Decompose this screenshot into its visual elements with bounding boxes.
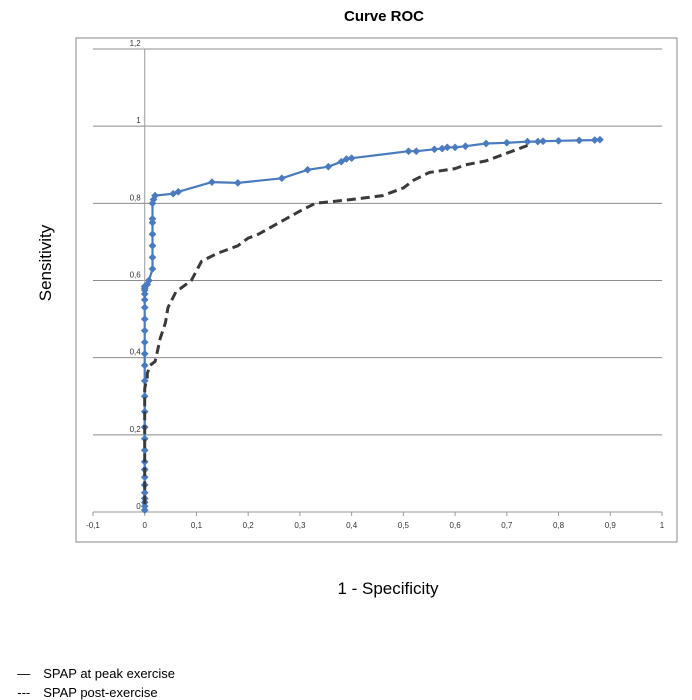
data-point-peak-39 [208, 178, 216, 187]
x-tick-label-4: 0,3 [294, 521, 306, 530]
data-point-peak-54 [482, 139, 491, 148]
x-tick-label-11: 1 [660, 521, 665, 530]
x-tick-label-0: -0,1 [86, 521, 100, 530]
series-layer [140, 135, 604, 515]
y-tick-label-4: 0,8 [130, 193, 142, 202]
data-point-peak-30 [148, 241, 157, 250]
y-tick-label-0: 0 [136, 502, 141, 511]
legend-label-post: SPAP post-exercise [43, 685, 158, 700]
data-point-peak-29 [148, 253, 157, 262]
data-point-peak-53 [461, 142, 470, 151]
x-tick-label-8: 0,7 [501, 521, 513, 530]
x-tick-label-9: 0,8 [553, 521, 565, 530]
tick-labels: -0,1 0 0,1 0,2 0,3 0,4 0,5 0,6 0,7 0,8 0,9 1 0 0,2 0,4… [86, 39, 665, 530]
data-point-peak-38 [174, 187, 183, 196]
y-tick-label-6: 1,2 [130, 39, 142, 48]
data-point-peak-21 [140, 295, 149, 304]
data-point-peak-33 [148, 214, 157, 223]
data-point-peak-17 [140, 338, 149, 347]
data-point-peak-46 [347, 154, 356, 163]
x-tick-label-2: 0,1 [191, 521, 203, 530]
chart-title: Curve ROC [344, 8, 424, 25]
data-point-peak-31 [148, 230, 157, 239]
data-point-peak-15 [140, 361, 149, 370]
data-point-peak-49 [430, 145, 439, 154]
y-tick-label-3: 0,6 [130, 271, 142, 280]
data-point-peak-41 [277, 174, 286, 183]
data-point-peak-43 [324, 162, 333, 171]
x-tick-label-5: 0,4 [346, 521, 358, 530]
data-point-peak-62 [595, 135, 604, 144]
data-point-peak-52 [451, 143, 460, 152]
legend-solid-line-symbol: — [17, 666, 31, 681]
legend-dashed-line-symbol: --- [17, 685, 31, 700]
x-tick-label-10: 0,9 [605, 521, 617, 530]
data-point-peak-20 [140, 303, 149, 312]
y-tick-label-2: 0,4 [130, 348, 142, 357]
y-tick-label-1: 0,2 [130, 425, 142, 434]
legend-label-peak: SPAP at peak exercise [43, 666, 175, 681]
legend-item-post: --- SPAP post-exercise [10, 670, 158, 700]
data-point-peak-18 [140, 326, 149, 335]
data-point-peak-55 [502, 138, 511, 147]
data-point-peak-19 [140, 315, 149, 324]
data-point-peak-40 [233, 178, 242, 187]
legend-item-peak: — SPAP at peak exercise [10, 651, 175, 681]
data-point-peak-6 [140, 473, 149, 482]
data-point-peak-59 [554, 136, 563, 145]
y-axis-label: Sensitivity [36, 224, 55, 301]
x-axis-label: 1 - Specificity [337, 579, 439, 598]
y-tick-label-5: 1 [136, 116, 141, 125]
roc-chart: Curve ROC -0,1 0 0,1 0,2 0,3 0,4 0,5 0,6 0,7 0,8 0… [36, 8, 678, 598]
data-point-peak-27 [144, 276, 153, 285]
data-point-peak-58 [539, 137, 547, 146]
x-tick-label-6: 0,5 [398, 521, 410, 530]
data-point-peak-56 [523, 137, 532, 146]
gridlines [93, 48, 662, 436]
data-point-peak-42 [303, 165, 312, 174]
x-tick-label-3: 0,2 [243, 521, 255, 530]
x-tick-label-1: 0 [143, 521, 148, 530]
plot-frame [75, 37, 678, 543]
series-line-post-exercise [143, 144, 529, 505]
data-point-peak-44 [337, 157, 346, 166]
data-point-peak-51 [443, 143, 452, 152]
data-point-peak-16 [140, 349, 149, 358]
data-point-peak-47 [404, 147, 413, 156]
data-point-peak-60 [575, 136, 584, 145]
data-point-peak-48 [412, 147, 421, 156]
data-point-peak-28 [148, 264, 157, 273]
data-point-peak-36 [151, 191, 160, 200]
x-tick-label-7: 0,6 [450, 521, 462, 530]
